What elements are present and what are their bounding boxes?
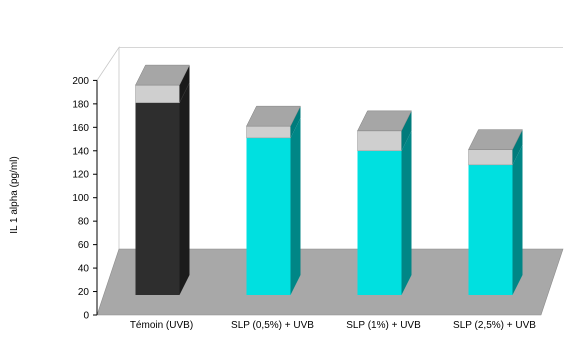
y-tick-label: 180 bbox=[72, 99, 89, 110]
error-segment bbox=[135, 84, 180, 103]
y-tick-label: 140 bbox=[72, 146, 89, 157]
y-tick-label: 80 bbox=[78, 217, 90, 228]
y-tick-label: 40 bbox=[78, 264, 90, 275]
bar bbox=[357, 150, 402, 295]
y-tick-label: 60 bbox=[78, 240, 90, 251]
error-segment bbox=[246, 125, 291, 139]
chart-floor bbox=[96, 248, 564, 316]
x-tick-label: SLP (2,5%) + UVB bbox=[453, 320, 536, 331]
bar-side bbox=[512, 144, 523, 295]
error-segment-side bbox=[512, 129, 523, 165]
bar-top bbox=[357, 110, 412, 132]
bar bbox=[468, 164, 513, 295]
error-segment bbox=[357, 130, 402, 152]
x-tick-label: Témoin (UVB) bbox=[130, 320, 193, 331]
error-segment bbox=[468, 149, 513, 166]
y-axis-label: IL 1 alpha (pg/ml) bbox=[9, 156, 20, 233]
back-wall-edge bbox=[96, 46, 120, 282]
error-segment-side bbox=[401, 110, 412, 151]
y-tick-label: 200 bbox=[72, 76, 89, 87]
x-tick-label: SLP (0,5%) + UVB bbox=[231, 320, 314, 331]
y-tick-label: 0 bbox=[83, 311, 89, 322]
y-tick-label: 120 bbox=[72, 170, 89, 181]
bar bbox=[135, 102, 180, 295]
bar-side bbox=[179, 82, 190, 295]
y-tick-label: 20 bbox=[78, 287, 90, 298]
error-segment-side bbox=[179, 65, 190, 103]
bar-top bbox=[246, 105, 301, 127]
bar bbox=[246, 137, 291, 295]
bar-side bbox=[401, 130, 412, 295]
y-tick-label: 100 bbox=[72, 193, 89, 204]
bar-side bbox=[290, 117, 301, 295]
y-tick-label: 160 bbox=[72, 123, 89, 134]
bar-top bbox=[135, 64, 190, 86]
x-tick-label: SLP (1%) + UVB bbox=[346, 320, 421, 331]
error-segment-side bbox=[290, 106, 301, 138]
bar-top bbox=[468, 129, 523, 150]
